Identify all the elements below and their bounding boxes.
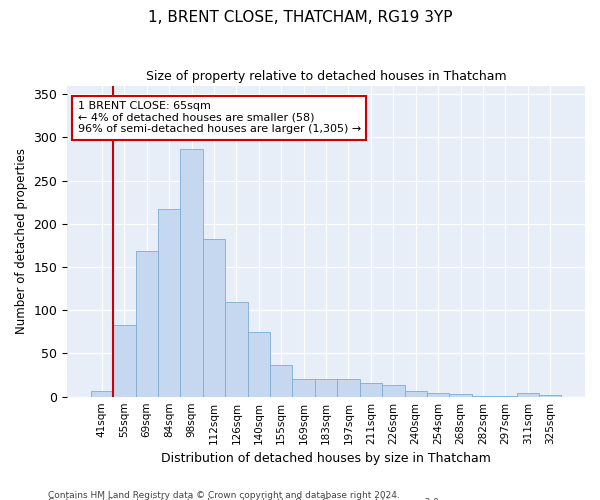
Bar: [248, 332, 270, 396]
Bar: [91, 390, 113, 396]
Bar: [382, 386, 404, 396]
Bar: [315, 378, 337, 396]
Text: 1 BRENT CLOSE: 65sqm
← 4% of detached houses are smaller (58)
96% of semi-detach: 1 BRENT CLOSE: 65sqm ← 4% of detached ho…: [77, 101, 361, 134]
Y-axis label: Number of detached properties: Number of detached properties: [15, 148, 28, 334]
Bar: [427, 393, 449, 396]
Bar: [203, 238, 225, 396]
Bar: [181, 148, 203, 396]
Bar: [270, 364, 292, 396]
Bar: [225, 302, 248, 396]
Title: Size of property relative to detached houses in Thatcham: Size of property relative to detached ho…: [146, 70, 506, 83]
X-axis label: Distribution of detached houses by size in Thatcham: Distribution of detached houses by size …: [161, 452, 491, 465]
Text: Contains public sector information licensed under the Open Government Licence v3: Contains public sector information licen…: [48, 498, 442, 500]
Bar: [404, 390, 427, 396]
Bar: [158, 209, 181, 396]
Bar: [517, 393, 539, 396]
Bar: [337, 380, 360, 396]
Text: Contains HM Land Registry data © Crown copyright and database right 2024.: Contains HM Land Registry data © Crown c…: [48, 490, 400, 500]
Bar: [136, 252, 158, 396]
Text: 1, BRENT CLOSE, THATCHAM, RG19 3YP: 1, BRENT CLOSE, THATCHAM, RG19 3YP: [148, 10, 452, 25]
Bar: [292, 378, 315, 396]
Bar: [449, 394, 472, 396]
Bar: [113, 325, 136, 396]
Bar: [360, 383, 382, 396]
Bar: [539, 395, 562, 396]
